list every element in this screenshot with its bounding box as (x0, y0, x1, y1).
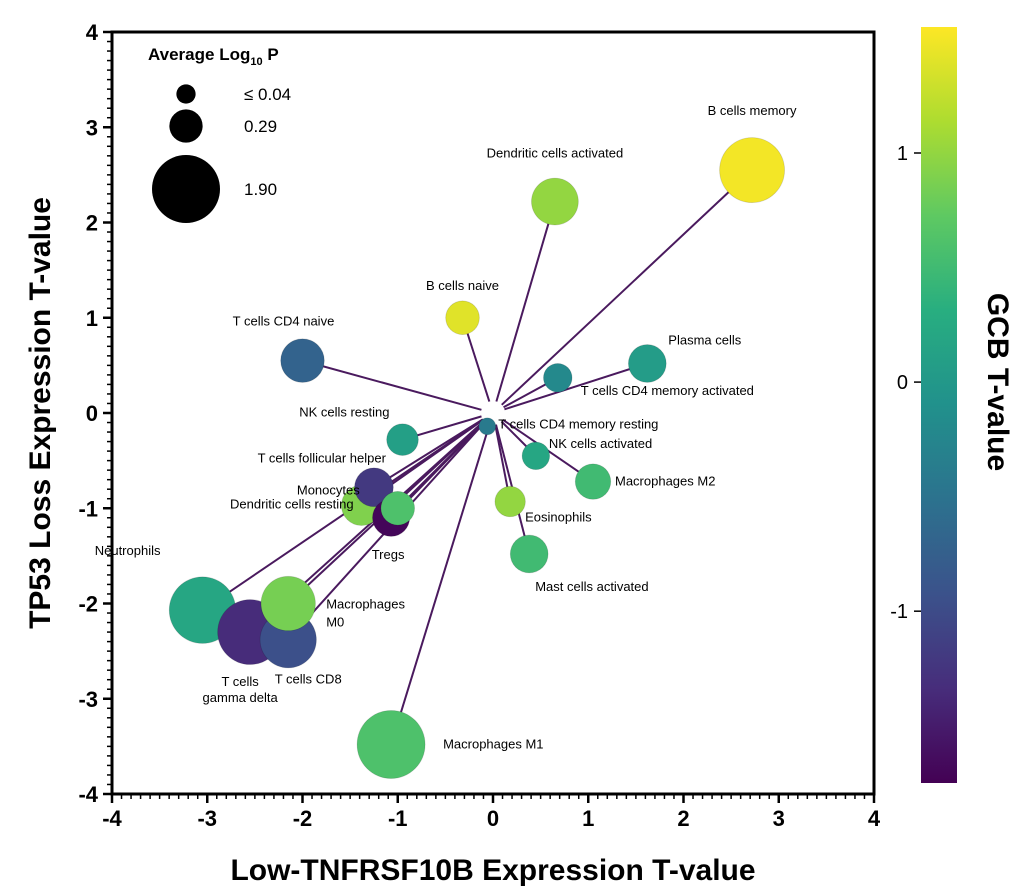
colorbar-gradient (921, 27, 957, 783)
size-legend-circle (152, 155, 220, 223)
point-eosinophils (494, 485, 526, 518)
point-plasma-cells (628, 344, 667, 383)
size-legend-label: ≤ 0.04 (244, 85, 291, 104)
x-tick-label: -4 (102, 806, 122, 831)
point-b-cells-naive (445, 300, 480, 335)
point-nk-cells-activated (521, 441, 551, 471)
point-label-macrophages-m0-line2: M0 (326, 615, 344, 630)
point-nk-cells-resting (386, 423, 419, 456)
colorbar: 1 0 -1 GCB T-value (890, 27, 1013, 783)
spoke-neutrophils (201, 418, 484, 611)
y-tick-label: 3 (86, 115, 98, 140)
size-legend-circle (169, 109, 203, 143)
point-label-b-cells-naive: B cells naive (426, 278, 499, 293)
size-legend: Average Log10 P ≤ 0.04 0.29 1.90 (148, 45, 291, 223)
point-macrophages-m0 (260, 575, 316, 632)
spoke-macrophages-m1 (390, 424, 491, 745)
point-dendritic-cells-activated (531, 177, 579, 226)
spoke-b-cells-memory (501, 169, 753, 406)
point-monocytes (380, 491, 415, 526)
y-tick-label: 1 (86, 306, 98, 331)
size-legend-circle (176, 84, 196, 104)
point-label-nk-cells-activated: NK cells activated (549, 436, 652, 451)
point-label-t-cells-gamma-delta-line1: T cells (221, 674, 259, 689)
point-mast-cells-activated (509, 534, 549, 574)
x-tick-label: 4 (868, 806, 881, 831)
point-label-t-cells-cd4-memory-activated: T cells CD4 memory activated (581, 383, 754, 398)
y-tick-label: 2 (86, 211, 98, 236)
point-label-mast-cells-activated: Mast cells activated (535, 579, 648, 594)
point-label-t-cells-cd4-memory-resting: T cells CD4 memory resting (498, 416, 658, 431)
spoke-dendritic-cells-activated (495, 201, 556, 402)
point-t-cells-follicular-helper (354, 467, 394, 508)
point-label-plasma-cells: Plasma cells (668, 332, 741, 347)
point-label-t-cells-cd8: T cells CD8 (275, 672, 342, 687)
axes: -4 -3 -2 -1 0 1 2 3 4 -4 -3 -2 -1 0 1 2 3 4 (78, 20, 880, 831)
point-label-t-cells-follicular-helper: T cells follicular helper (258, 450, 387, 465)
y-tick-label: -3 (78, 687, 98, 712)
spoke-plasma-cells (504, 362, 648, 411)
point-t-cells-cd4-naive (280, 338, 325, 383)
point-label-monocytes: Monocytes (297, 482, 360, 497)
spoke-t-cells-cd4-naive (302, 359, 482, 411)
data-points (168, 137, 785, 779)
spoke-t-cells-follicular-helper (373, 418, 484, 489)
colorbar-tick-label: -1 (890, 601, 908, 623)
point-label-tregs: Tregs (372, 547, 405, 562)
x-tick-label: -2 (293, 806, 313, 831)
size-legend-label: 1.90 (244, 180, 277, 199)
size-legend-title: Average Log10 P (148, 45, 279, 68)
y-axis-title: TP53 Loss Expression T-value (24, 197, 57, 629)
point-label-macrophages-m1: Macrophages M1 (443, 736, 543, 751)
point-label-nk-cells-resting: NK cells resting (299, 405, 389, 420)
point-label-macrophages-m2: Macrophages M2 (615, 474, 715, 489)
x-tick-label: 1 (582, 806, 594, 831)
size-legend-label: 0.29 (244, 117, 277, 136)
point-label-b-cells-memory: B cells memory (708, 103, 797, 118)
x-tick-label: -1 (388, 806, 408, 831)
colorbar-title: GCB T-value (981, 293, 1013, 471)
x-tick-label: 3 (773, 806, 785, 831)
point-label-t-cells-gamma-delta-line2: gamma delta (203, 690, 279, 705)
y-tick-label: -4 (78, 782, 98, 807)
point-b-cells-memory (719, 137, 785, 203)
x-tick-label: -3 (197, 806, 217, 831)
x-tick-label: 2 (677, 806, 689, 831)
y-tick-label: -2 (78, 592, 98, 617)
y-tick-label: 0 (86, 401, 98, 426)
point-t-cells-cd4-memory-resting (478, 417, 497, 436)
x-tick-label: 0 (487, 806, 499, 831)
colorbar-tick-label: 0 (897, 372, 908, 394)
point-label-t-cells-cd4-naive: T cells CD4 naive (233, 314, 335, 329)
point-t-cells-cd4-memory-activated (543, 363, 573, 393)
point-label-macrophages-m0-line1: Macrophages (326, 597, 405, 612)
colorbar-tick-label: 1 (897, 143, 908, 165)
point-labels: B cells memory Dendritic cells activated B… (95, 103, 797, 751)
point-label-dendritic-cells-activated: Dendritic cells activated (487, 146, 624, 161)
point-macrophages-m1 (356, 710, 426, 779)
point-macrophages-m2 (574, 463, 612, 500)
point-label-dendritic-cells-resting: Dendritic cells resting (230, 496, 354, 511)
point-label-eosinophils: Eosinophils (525, 510, 592, 525)
x-axis-title: Low-TNFRSF10B Expression T-value (230, 854, 755, 887)
y-tick-label: -1 (78, 496, 98, 521)
point-label-neutrophils: Neutrophils (95, 543, 161, 558)
y-tick-label: 4 (86, 20, 99, 45)
